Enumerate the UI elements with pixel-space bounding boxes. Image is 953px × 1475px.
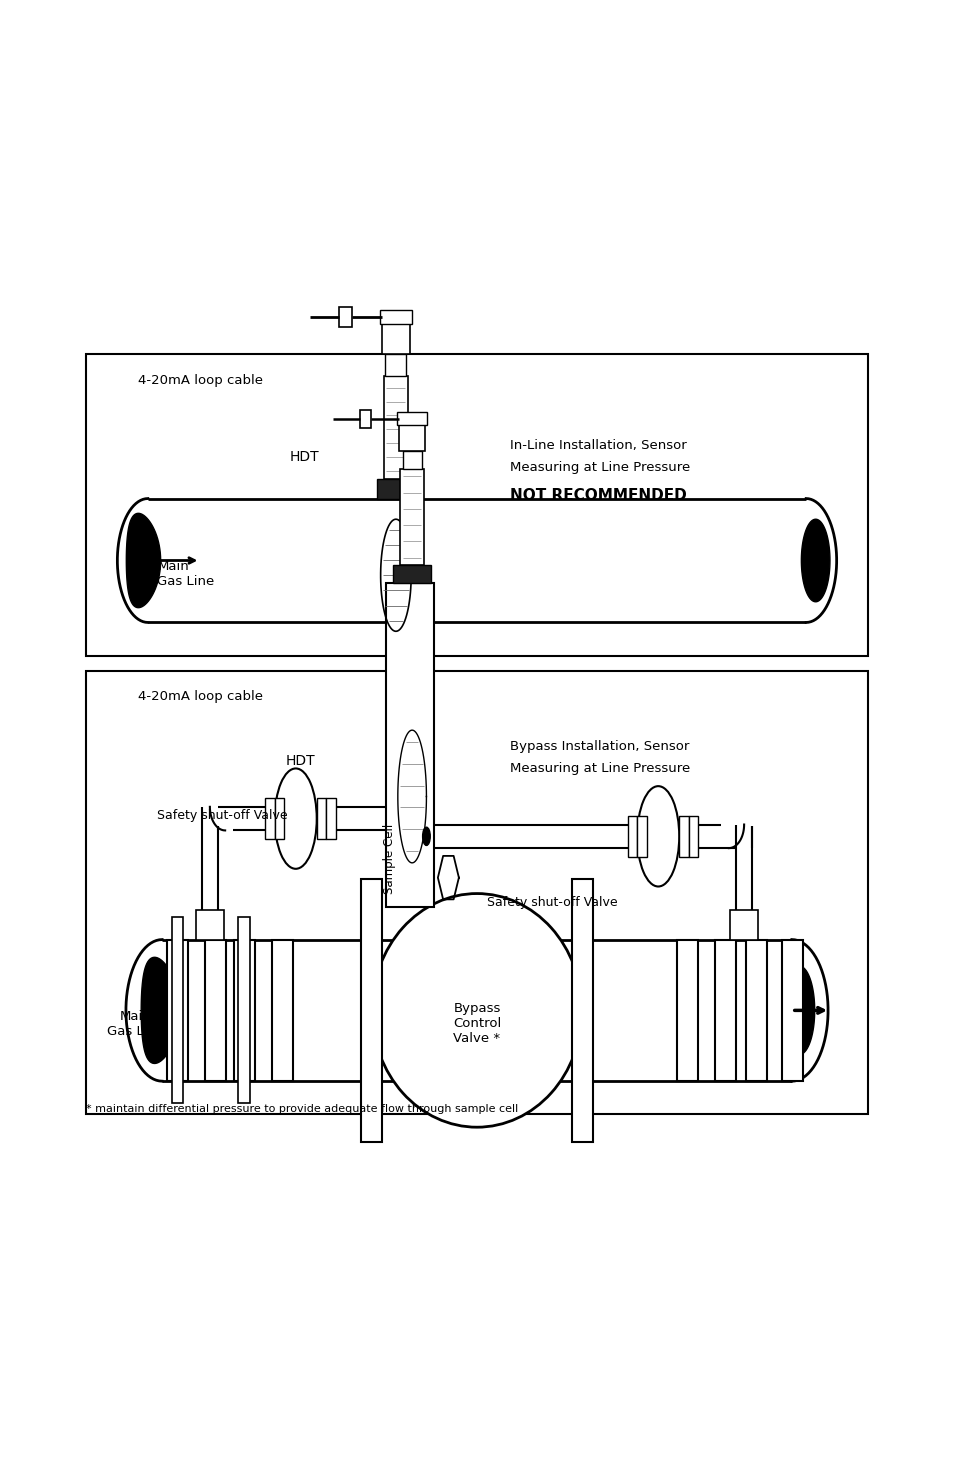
Text: Safety shut-off Valve: Safety shut-off Valve: [157, 810, 288, 822]
Bar: [781, 940, 802, 1081]
Text: NOT RECOMMENDED: NOT RECOMMENDED: [510, 488, 686, 503]
Bar: [316, 798, 326, 839]
Bar: [274, 798, 284, 839]
Bar: [729, 910, 758, 940]
Polygon shape: [141, 957, 179, 1063]
Bar: [86, 354, 867, 656]
Text: Safety shut-off Valve: Safety shut-off Valve: [486, 897, 617, 909]
Bar: [385, 354, 406, 376]
Bar: [238, 917, 250, 1103]
Bar: [379, 310, 412, 324]
Bar: [195, 910, 224, 940]
Bar: [205, 940, 226, 1081]
Bar: [745, 940, 766, 1081]
Bar: [383, 376, 408, 479]
Bar: [402, 451, 421, 469]
Bar: [399, 469, 423, 565]
Bar: [360, 879, 381, 1142]
Ellipse shape: [637, 786, 679, 886]
Text: 4-20mA loop cable: 4-20mA loop cable: [138, 690, 263, 702]
Bar: [167, 940, 188, 1081]
Bar: [86, 671, 867, 1114]
Ellipse shape: [274, 768, 316, 869]
Text: Bypass Installation, Sensor: Bypass Installation, Sensor: [510, 740, 689, 752]
Text: 4-20mA loop cable: 4-20mA loop cable: [138, 375, 263, 386]
Bar: [376, 479, 415, 499]
Text: Sample Cell: Sample Cell: [382, 823, 395, 894]
Text: Measuring at Line Pressure: Measuring at Line Pressure: [510, 462, 690, 473]
Bar: [396, 412, 427, 425]
Bar: [359, 410, 371, 428]
Ellipse shape: [422, 827, 430, 845]
Bar: [326, 798, 335, 839]
Polygon shape: [783, 966, 814, 1055]
Bar: [679, 816, 688, 857]
Text: Main
Gas Line: Main Gas Line: [157, 560, 214, 587]
Bar: [715, 940, 736, 1081]
Text: HDT: HDT: [290, 450, 319, 465]
Bar: [381, 324, 410, 354]
Polygon shape: [801, 519, 829, 602]
Text: Measuring at Line Pressure: Measuring at Line Pressure: [510, 763, 690, 774]
Bar: [272, 940, 293, 1081]
Bar: [572, 879, 593, 1142]
Bar: [688, 816, 698, 857]
Polygon shape: [397, 730, 426, 863]
Polygon shape: [126, 513, 160, 608]
Bar: [677, 940, 698, 1081]
Text: Main
Gas Line: Main Gas Line: [107, 1010, 164, 1037]
Bar: [386, 583, 434, 907]
Bar: [637, 816, 646, 857]
Text: Bypass
Control
Valve *: Bypass Control Valve *: [453, 1002, 500, 1046]
Bar: [265, 798, 274, 839]
Text: HDT: HDT: [285, 754, 314, 768]
Bar: [398, 425, 425, 451]
Bar: [233, 940, 254, 1081]
Text: In-Line Installation, Sensor: In-Line Installation, Sensor: [510, 440, 686, 451]
Ellipse shape: [372, 894, 581, 1127]
Text: * maintain differential pressure to provide adequate flow through sample cell: * maintain differential pressure to prov…: [86, 1105, 517, 1114]
Bar: [172, 917, 183, 1103]
Bar: [627, 816, 637, 857]
Bar: [338, 307, 352, 327]
Bar: [393, 565, 431, 583]
Polygon shape: [380, 519, 411, 631]
